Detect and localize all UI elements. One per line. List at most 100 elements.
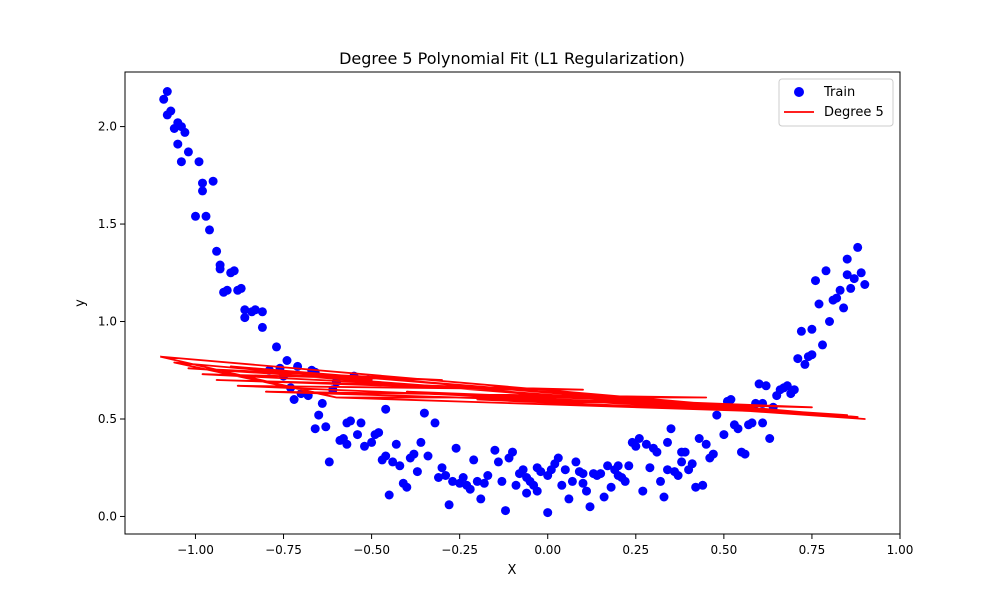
data-point-train: [596, 469, 606, 479]
data-point-train: [483, 471, 493, 480]
data-point-train: [236, 283, 246, 293]
data-point-train: [701, 439, 711, 449]
data-point-train: [176, 157, 186, 167]
x-tick-label: 0.00: [534, 543, 561, 557]
data-point-train: [782, 381, 792, 391]
data-point-train: [842, 254, 852, 264]
data-point-train: [578, 478, 588, 488]
data-point-train: [493, 457, 503, 467]
data-point-train: [212, 246, 222, 256]
data-point-train: [395, 461, 405, 471]
data-point-train: [356, 418, 366, 428]
data-point-train: [497, 476, 507, 486]
data-point-train: [807, 324, 817, 334]
data-point-train: [250, 305, 260, 315]
data-point-train: [201, 211, 211, 221]
data-point-train: [811, 276, 820, 286]
data-point-train: [173, 139, 183, 149]
data-point-train: [677, 457, 687, 467]
x-axis-ticks: −1.00 −0.75 −0.50 −0.25 0.00 0.25 0.50 0.75 1.00: [177, 534, 913, 557]
data-point-train: [522, 488, 532, 498]
data-point-train: [712, 410, 722, 420]
data-point-train: [257, 307, 267, 317]
data-point-train: [582, 486, 591, 496]
x-tick-label: −0.50: [353, 543, 390, 557]
data-point-train: [571, 457, 581, 467]
data-point-train: [205, 225, 214, 235]
data-point-train: [761, 381, 771, 391]
data-point-train: [659, 492, 669, 502]
data-point-train: [317, 398, 327, 408]
data-point-train: [536, 467, 546, 477]
data-point-train: [641, 439, 651, 449]
x-tick-label: −0.25: [441, 543, 478, 557]
data-point-train: [353, 430, 362, 440]
data-point-train: [198, 178, 207, 188]
data-point-train: [437, 463, 447, 473]
data-point-train: [381, 451, 391, 461]
data-point-train: [384, 490, 394, 500]
data-point-train: [257, 322, 267, 332]
data-point-train: [860, 280, 870, 289]
data-point-train: [448, 476, 458, 486]
data-point-train: [159, 94, 169, 104]
x-tick-label: 1.00: [887, 543, 914, 557]
data-point-train: [567, 476, 577, 486]
data-point-train: [472, 476, 482, 486]
data-point-train: [215, 260, 225, 270]
y-axis-ticks: 0.0 0.5 1.0 1.5 2.0: [98, 120, 125, 523]
data-point-train: [272, 342, 281, 352]
data-point-train: [324, 457, 334, 467]
data-point-train: [222, 285, 232, 295]
data-point-train: [726, 395, 736, 404]
data-point-train: [680, 447, 690, 457]
data-point-train: [599, 492, 609, 502]
x-tick-label: −0.75: [265, 543, 302, 557]
data-point-train: [532, 486, 542, 496]
x-tick-label: 0.75: [799, 543, 826, 557]
data-point-train: [183, 147, 193, 157]
data-point-train: [793, 354, 803, 364]
data-point-train: [367, 437, 377, 447]
data-point-train: [853, 242, 863, 252]
data-point-train: [818, 340, 827, 350]
data-point-train: [191, 211, 200, 221]
data-point-train: [310, 424, 320, 434]
axes-frame: [124, 71, 901, 535]
data-point-train: [508, 447, 517, 457]
data-point-train: [564, 494, 574, 504]
data-point-train: [719, 430, 729, 440]
data-point-train: [708, 449, 718, 459]
data-point-train: [754, 379, 764, 389]
data-point-train: [663, 437, 672, 447]
data-point-train: [691, 482, 701, 492]
data-point-train: [391, 439, 401, 449]
y-axis-label: y: [73, 299, 88, 307]
legend-label-train: Train: [823, 85, 855, 100]
data-point-train: [412, 467, 422, 477]
data-point-train: [631, 441, 641, 451]
data-point-train: [229, 266, 239, 276]
legend-marker-train: [794, 87, 804, 97]
data-point-train: [557, 480, 567, 490]
data-point-train: [282, 356, 292, 365]
x-axis-label: X: [508, 563, 517, 578]
data-point-train: [585, 502, 595, 512]
data-point-train: [240, 313, 250, 323]
data-point-train: [606, 482, 616, 492]
data-point-train: [342, 439, 352, 449]
data-point-train: [194, 157, 204, 167]
data-point-train: [846, 283, 856, 293]
data-point-train: [634, 434, 644, 443]
data-point-train: [663, 465, 672, 475]
data-point-train: [388, 457, 398, 467]
data-point-train: [758, 418, 768, 428]
data-point-train: [832, 293, 842, 303]
data-point-train: [419, 408, 429, 418]
data-point-train: [444, 500, 454, 510]
data-point-train: [458, 473, 468, 482]
data-point-train: [613, 461, 623, 471]
data-point-train: [835, 285, 845, 295]
data-point-train: [374, 428, 384, 438]
